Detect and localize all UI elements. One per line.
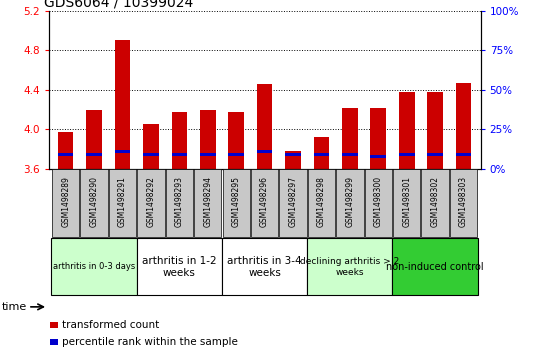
Bar: [399, 92, 415, 169]
Bar: [314, 137, 329, 169]
Bar: [228, 111, 244, 169]
Text: GSM1498289: GSM1498289: [61, 176, 70, 227]
Text: arthritis in 1-2
weeks: arthritis in 1-2 weeks: [142, 256, 217, 278]
Bar: [370, 107, 386, 169]
Text: GSM1498291: GSM1498291: [118, 176, 127, 227]
Bar: [114, 40, 130, 169]
FancyBboxPatch shape: [279, 170, 307, 237]
FancyBboxPatch shape: [166, 170, 193, 237]
Bar: [285, 151, 301, 169]
Text: declining arthritis > 2
weeks: declining arthritis > 2 weeks: [300, 257, 400, 277]
Bar: [172, 153, 187, 156]
Bar: [58, 153, 73, 156]
Text: GDS6064 / 10399024: GDS6064 / 10399024: [44, 0, 193, 10]
Bar: [427, 92, 443, 169]
Text: GSM1498298: GSM1498298: [317, 176, 326, 227]
Text: GSM1498297: GSM1498297: [288, 176, 298, 227]
Text: GSM1498303: GSM1498303: [459, 176, 468, 228]
Bar: [143, 125, 159, 169]
FancyBboxPatch shape: [393, 238, 478, 295]
Text: arthritis in 3-4
weeks: arthritis in 3-4 weeks: [227, 256, 302, 278]
Text: GSM1498299: GSM1498299: [346, 176, 354, 227]
Bar: [342, 153, 357, 156]
FancyBboxPatch shape: [450, 170, 477, 237]
Bar: [257, 84, 272, 169]
Text: GSM1498295: GSM1498295: [232, 176, 241, 227]
Bar: [285, 153, 301, 156]
FancyBboxPatch shape: [393, 170, 420, 237]
Bar: [370, 155, 386, 158]
Bar: [86, 153, 102, 156]
Bar: [342, 107, 357, 169]
Text: percentile rank within the sample: percentile rank within the sample: [62, 337, 238, 347]
Text: GSM1498293: GSM1498293: [175, 176, 184, 227]
FancyBboxPatch shape: [222, 170, 250, 237]
Bar: [58, 132, 73, 169]
Text: GSM1498302: GSM1498302: [430, 176, 440, 227]
Text: GSM1498290: GSM1498290: [90, 176, 99, 227]
Text: GSM1498292: GSM1498292: [146, 176, 156, 227]
FancyBboxPatch shape: [137, 170, 165, 237]
Bar: [114, 150, 130, 153]
Bar: [143, 153, 159, 156]
Bar: [50, 322, 58, 328]
Text: GSM1498296: GSM1498296: [260, 176, 269, 227]
Bar: [456, 153, 471, 156]
FancyBboxPatch shape: [364, 170, 392, 237]
Bar: [399, 153, 415, 156]
Bar: [257, 150, 272, 153]
Text: arthritis in 0-3 days: arthritis in 0-3 days: [53, 262, 135, 271]
Text: non-induced control: non-induced control: [386, 262, 484, 272]
Bar: [200, 153, 215, 156]
Bar: [228, 153, 244, 156]
Bar: [86, 110, 102, 169]
Bar: [172, 111, 187, 169]
FancyBboxPatch shape: [222, 238, 307, 295]
Text: time: time: [2, 302, 27, 312]
Text: GSM1498294: GSM1498294: [203, 176, 212, 227]
Text: GSM1498300: GSM1498300: [374, 176, 383, 228]
Bar: [200, 110, 215, 169]
Text: GSM1498301: GSM1498301: [402, 176, 411, 227]
FancyBboxPatch shape: [307, 238, 393, 295]
FancyBboxPatch shape: [308, 170, 335, 237]
FancyBboxPatch shape: [80, 170, 107, 237]
FancyBboxPatch shape: [51, 238, 137, 295]
FancyBboxPatch shape: [137, 238, 222, 295]
FancyBboxPatch shape: [194, 170, 221, 237]
Bar: [314, 153, 329, 156]
FancyBboxPatch shape: [109, 170, 136, 237]
FancyBboxPatch shape: [422, 170, 449, 237]
Bar: [50, 339, 58, 345]
Bar: [456, 83, 471, 169]
Text: transformed count: transformed count: [62, 320, 159, 330]
FancyBboxPatch shape: [336, 170, 363, 237]
FancyBboxPatch shape: [52, 170, 79, 237]
FancyBboxPatch shape: [251, 170, 278, 237]
Bar: [427, 153, 443, 156]
